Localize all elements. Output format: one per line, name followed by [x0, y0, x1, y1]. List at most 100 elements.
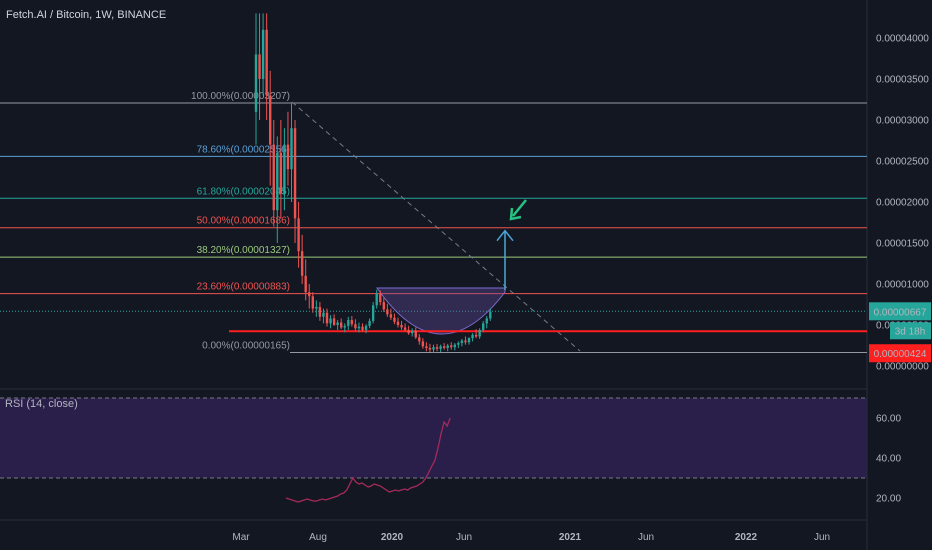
candle-body	[325, 312, 329, 324]
price-axis-tick: 0.00004000	[876, 34, 929, 45]
candle-body	[407, 329, 410, 334]
candle-body	[329, 318, 332, 324]
candle-body	[464, 340, 467, 343]
price-pane[interactable]	[0, 0, 867, 388]
cup-pattern-shape[interactable]	[376, 287, 506, 335]
candle-body	[286, 144, 290, 170]
candle-body	[453, 344, 456, 348]
candle-body	[471, 334, 474, 339]
candle-body	[442, 346, 446, 348]
candle-body	[450, 345, 453, 348]
fib-level-label: 78.60%(0.00002556)	[197, 144, 290, 155]
candle-body	[460, 340, 464, 344]
candle-body	[478, 329, 481, 337]
candle-body	[318, 306, 322, 317]
candle-body	[258, 54, 261, 79]
time-axis-tick: 2020	[381, 532, 404, 543]
price-axis-tick: 0.00000000	[876, 362, 929, 373]
candle-body	[283, 144, 286, 194]
candlestick-series	[254, 13, 492, 353]
candle-body	[311, 296, 314, 309]
candle-body	[350, 320, 354, 325]
countdown-label-bg	[890, 322, 931, 340]
green-arrow-icon[interactable]	[512, 199, 527, 217]
rsi-axis[interactable]: 60.00 40.00 20.00	[876, 414, 901, 505]
candle-body	[300, 251, 304, 276]
countdown-label: 3d 18h	[895, 326, 926, 337]
support-price-label-bg	[869, 344, 931, 363]
current-price-label-bg	[869, 302, 931, 321]
candle-body	[261, 29, 265, 79]
candle-body	[322, 312, 325, 317]
candle-body	[393, 317, 396, 322]
candle-body	[400, 325, 403, 328]
price-axis-tick: 0.00003000	[876, 116, 929, 127]
candle-body	[269, 95, 272, 145]
candle-body	[482, 323, 485, 330]
candle-body	[428, 347, 432, 350]
candle-body	[343, 325, 346, 328]
candle-body	[457, 343, 460, 345]
price-axis-tick: 0.00003500	[876, 75, 929, 86]
candle-body	[304, 275, 307, 293]
chart-title: Fetch.AI / Bitcoin, 1W, BINANCE	[6, 9, 167, 21]
candle-body	[364, 325, 368, 330]
price-axis-tick: 0.00002000	[876, 198, 929, 209]
candle-body	[308, 292, 311, 297]
time-axis-tick: Jun	[638, 532, 654, 543]
candle-body	[379, 293, 382, 303]
candle-body	[293, 128, 297, 219]
candle-body	[336, 322, 339, 325]
price-axis[interactable]: 0.00004000 0.00003500 0.00003000 0.00002500…	[876, 34, 929, 373]
candle-body	[375, 293, 378, 306]
candle-body	[368, 320, 371, 326]
rsi-pane[interactable]	[0, 397, 867, 479]
fibonacci-retracement[interactable]: 100.00%(0.00003207) 78.60%(0.00002556) 61.…	[0, 91, 867, 353]
candle-body	[382, 302, 385, 310]
time-axis-tick: Mar	[232, 532, 250, 543]
green-arrow-head	[509, 207, 522, 221]
candle-body	[396, 321, 400, 325]
candle-body	[403, 327, 407, 330]
time-axis-tick: Jun	[814, 532, 830, 543]
candle-body	[435, 347, 439, 349]
rsi-axis-tick: 40.00	[876, 454, 901, 465]
candle-body	[446, 345, 449, 348]
candle-body	[361, 326, 364, 330]
drawing-overlays[interactable]	[0, 101, 867, 352]
target-arrow-head	[496, 229, 514, 242]
time-axis[interactable]: Mar Aug 2020 Jun 2021 Jun 2022 Jun	[232, 532, 830, 543]
price-axis-tick: 0.00002500	[876, 157, 929, 168]
trend-line-dashed[interactable]	[291, 101, 581, 352]
candle-body	[254, 54, 258, 112]
candle-body	[354, 324, 357, 329]
candle-body	[332, 318, 336, 325]
candle-body	[439, 346, 442, 349]
candle-body	[265, 29, 268, 96]
candle-body	[432, 347, 435, 350]
fib-level-label: 23.60%(0.00000883)	[197, 282, 290, 293]
rsi-axis-tick: 20.00	[876, 494, 901, 505]
candle-body	[371, 305, 375, 321]
candle-body	[425, 346, 428, 348]
fib-level-label: 100.00%(0.00003207)	[191, 91, 290, 102]
candle-body	[272, 144, 275, 211]
candle-body	[474, 334, 478, 337]
candle-body	[276, 152, 279, 211]
time-axis-tick: Jun	[456, 532, 472, 543]
candle-body	[340, 322, 343, 328]
rsi-series	[285, 417, 451, 503]
fib-level-label: 61.80%(0.00002045)	[197, 186, 290, 197]
rsi-band	[0, 398, 867, 478]
price-pane-background	[0, 0, 867, 388]
candle-body	[357, 326, 361, 329]
rsi-indicator-label[interactable]: RSI (14, close)	[5, 398, 78, 410]
candle-body	[485, 318, 488, 324]
time-axis-tick: 2022	[735, 532, 758, 543]
candle-body	[347, 320, 350, 326]
candle-body	[489, 311, 492, 319]
candle-body	[315, 306, 318, 309]
fib-level-label: 50.00%(0.00001686)	[197, 216, 290, 227]
candle-body	[297, 218, 300, 252]
